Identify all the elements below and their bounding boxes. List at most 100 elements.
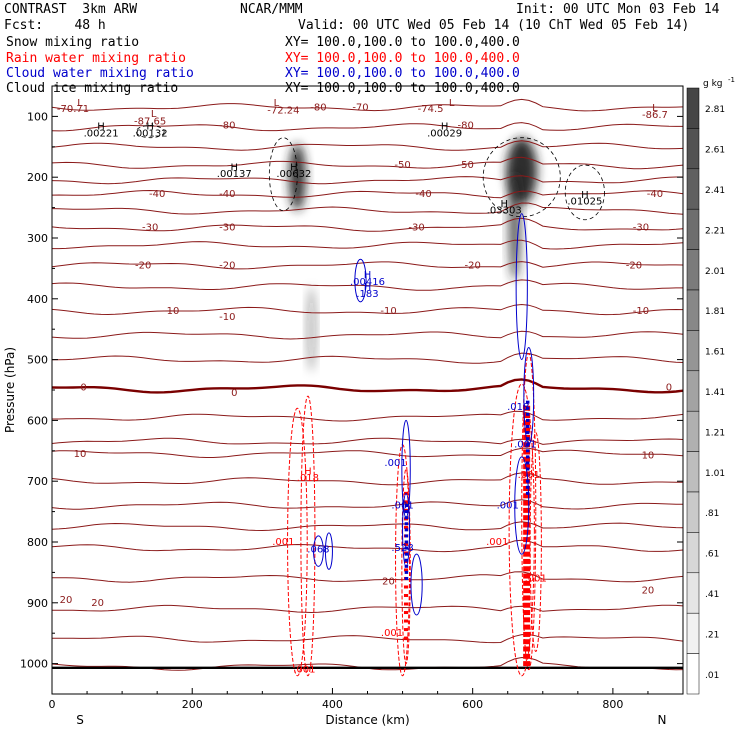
temperature-contour-line [52,447,683,458]
rain-water-contour [401,468,411,665]
temperature-label: -30 [408,223,424,234]
temperature-label: -80 [310,102,326,113]
cloud-water-contour [514,456,530,555]
colorbar-tick-label: .81 [705,509,719,519]
colorbar-tick-label: .21 [705,630,719,640]
temperature-contour-line [52,156,683,170]
temperature-contour-line [52,217,683,232]
temperature-contour-line [52,98,683,112]
colorbar-unit: g kg [703,79,723,89]
cloud-ice-label: .00221 [84,128,119,139]
zero-isotherm [52,378,683,394]
high-marker: H [231,162,239,173]
temperature-label: 10 [74,449,87,460]
high-marker: H [290,162,298,173]
cloud-ice-label: .01025 [567,197,602,208]
y-tick-label: 100 [27,110,48,123]
temperature-label: -70.71 [57,104,89,115]
hydrometeor-contours [135,125,605,677]
valid-time: Valid: 00 UTC Wed 05 Feb 14 (10 ChT Wed … [298,18,690,33]
title-left: CONTRAST 3km ARW [4,2,138,17]
rain-water-label: .001 [525,573,547,584]
temperature-label: -10 [163,306,179,317]
temperature-contour-line [52,175,683,185]
cloud-water-label: .001 [514,440,536,451]
temperature-contour-line [52,239,683,250]
colorbar-segment [686,128,700,170]
temperature-label: -10 [380,306,396,317]
y-tick-label: 300 [27,232,48,245]
temperature-label: -40 [149,189,165,200]
colorbar-tick-label: 1.81 [705,307,725,317]
cloud-water-contour [410,553,423,616]
cloud-water-contour [313,535,324,567]
y-tick-label: 200 [27,171,48,184]
temperature-label: -20 [135,260,151,271]
temperature-label: 20 [642,586,655,597]
colorbar-tick-label: .61 [705,550,719,560]
low-marker: L [652,103,658,114]
temperature-contour-line [52,303,683,316]
y-tick-label: 700 [27,475,48,488]
colorbar-tick-label: 1.21 [705,428,725,438]
temperature-label: -50 [394,160,410,171]
temperature-label: 0 [666,383,672,394]
center-top: NCAR/MMM [240,2,303,17]
cloud-water-label: .00416 [350,277,385,288]
cloud-ice-contour [268,137,298,212]
temperature-label: -70 [352,102,368,113]
temperature-contour-line [52,279,683,291]
forecast-hour: Fcst: 48 h [4,18,106,33]
colorbar-segment [686,289,700,331]
temperature-contour-line [52,122,683,132]
colorbar-tick-label: 1.41 [705,388,725,398]
cloud-ice-label: .00132 [133,128,168,139]
snow-mixing-ratio-shading [288,137,538,372]
field-snow-name: Snow mixing ratio [6,35,140,50]
colorbar-segment [686,653,700,695]
temperature-label: -30 [633,223,649,234]
low-marker: L [449,98,455,109]
colorbar-tick-label: 2.01 [705,267,725,277]
snow-blob [508,171,522,281]
colorbar-tick-label: .41 [705,590,719,600]
colorbar-tick-label: 2.41 [705,186,725,196]
temperature-label: 0 [231,388,237,399]
colorbar-segment [686,168,700,210]
temperature-contour-line [52,437,683,445]
field-cloudice-name: Cloud ice mixing ratio [6,81,179,96]
colorbar-tick-label: 2.61 [705,146,725,156]
temperature-label: -10 [219,312,235,323]
high-marker: H [441,122,449,133]
field-cloudice-xy: XY= 100.0,100.0 to 100.0,400.0 [285,81,520,96]
colorbar: 2.81 2.61 2.41 2.21 2.01 1.81 1.61 1.41 1.21 1.01… [686,76,735,695]
temperature-label: -50 [457,160,473,171]
x-tick-label: 0 [49,698,56,711]
y-tick-label: 600 [27,414,48,427]
temperature-contours [52,98,683,671]
cloud-water-contour [515,213,528,361]
colorbar-segment [686,410,700,452]
temperature-label: -86.7 [642,110,668,121]
temperature-contour-line [52,571,683,583]
temperature-contour-line [52,539,683,553]
rain-water-label: .001 [381,628,403,639]
temperature-label: -72.24 [267,105,299,116]
colorbar-segment [686,249,700,291]
high-marker: H [364,282,372,293]
cloud-water-contour [324,532,333,570]
rain-water-label: .001 [486,537,508,548]
cloud-ice-contour [482,137,561,218]
north-label: N [657,713,666,727]
cloud-ice-contour [135,125,165,139]
temperature-label: -40 [415,189,431,200]
rain-water-label: .001 [272,537,294,548]
contour-labels: -70.71L-72.24L-74.5L-86.7L-87.65L-80-80-… [57,98,672,676]
rain-water-contour [508,383,535,677]
colorbar-tick-label: .01 [705,671,719,681]
cloud-water-contour [354,258,367,303]
cloud-ice-label: .00632 [276,169,311,180]
y-tick-label: 500 [27,354,48,367]
